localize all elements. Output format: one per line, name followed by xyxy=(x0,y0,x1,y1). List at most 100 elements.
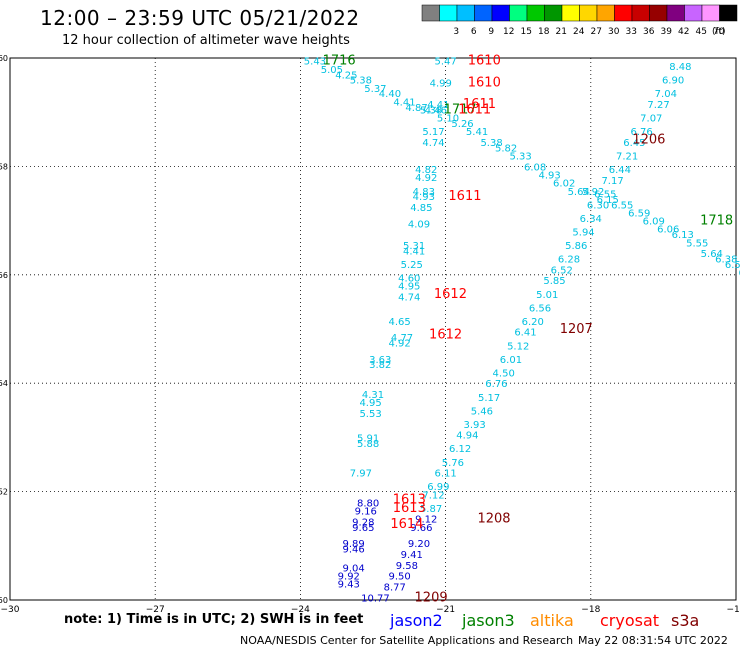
y-tick-label: 54 xyxy=(0,379,8,388)
wave-height-reading: 5.82 xyxy=(495,143,517,154)
wave-height-reading: 4.95 xyxy=(398,282,420,293)
wave-height-reading: 4.74 xyxy=(398,292,420,303)
wave-height-reading: 9.28 xyxy=(352,517,374,528)
wave-height-reading: 6.59 xyxy=(628,208,650,219)
legend-bin-label: 39 xyxy=(661,27,673,37)
wave-height-reading: 4.65 xyxy=(388,317,410,328)
wave-height-reading: 5.10 xyxy=(437,114,459,125)
x-tick-label: −24 xyxy=(291,605,310,615)
legend-bin-label: 18 xyxy=(538,27,550,37)
wave-height-reading: 9.65 xyxy=(352,523,374,534)
legend-bin-label: 12 xyxy=(503,27,514,37)
wave-height-reading: 6.11 xyxy=(434,469,456,480)
pass-time-label: 1612 xyxy=(434,287,467,302)
y-tick-label: 50 xyxy=(0,596,8,605)
legend-bin-label: 24 xyxy=(573,27,585,37)
wave-height-reading: 4.60 xyxy=(398,274,420,285)
wave-height-reading: 5.12 xyxy=(507,341,529,352)
wave-height-reading: 4.41 xyxy=(403,246,425,257)
wave-height-reading: 5.86 xyxy=(565,241,587,252)
plot-area: −30−27−24−21−18−155052545658605.435.054.… xyxy=(0,54,740,615)
wave-height-reading: 4.95 xyxy=(359,398,381,409)
legend-altika: altika xyxy=(530,611,574,630)
wave-height-reading: 6. xyxy=(738,268,740,279)
wave-height-reading: 7.12 xyxy=(422,490,444,501)
credit-text: NOAA/NESDIS Center for Satellite Applica… xyxy=(240,634,574,647)
legend-swatch xyxy=(719,4,738,22)
y-tick-label: 58 xyxy=(0,162,8,171)
x-tick-label: −30 xyxy=(1,605,20,615)
wave-height-reading: 5.94 xyxy=(572,227,594,238)
wave-height-reading: 5.64 xyxy=(568,187,590,198)
map-subtitle: 12 hour collection of altimeter wave hei… xyxy=(62,33,350,48)
wave-height-reading: 6.08 xyxy=(524,162,546,173)
pass-time-label: 1611 xyxy=(463,97,496,112)
wave-height-reading: 3.82 xyxy=(369,360,391,371)
wave-height-reading: 6.15 xyxy=(597,195,619,206)
pass-time-label: 1613 xyxy=(393,493,426,508)
wave-height-reading: 6.55 xyxy=(611,200,633,211)
wave-height-reading: 5.64 xyxy=(701,249,723,260)
legend-bin-label: 3 xyxy=(453,27,459,37)
legend-bin-label: 27 xyxy=(591,27,602,37)
y-tick-label: 52 xyxy=(0,488,8,497)
wave-height-reading: 4.85 xyxy=(410,203,432,214)
wave-height-reading: 9.16 xyxy=(355,507,377,518)
pass-time-label: 1206 xyxy=(632,132,665,147)
wave-height-reading: 7.07 xyxy=(640,114,662,125)
legend-bin-label: 42 xyxy=(678,27,689,37)
wave-height-reading: 4.40 xyxy=(379,89,401,100)
wave-height-reading: 5.55 xyxy=(686,238,708,249)
wave-height-reading: 3.63 xyxy=(369,355,391,366)
pass-time-label: 1716 xyxy=(323,54,356,69)
wave-height-reading: 4.83 xyxy=(413,187,435,198)
plot-frame xyxy=(9,57,737,601)
wave-height-reading: 6.58 xyxy=(725,260,740,271)
pass-time-label: 1208 xyxy=(477,512,510,527)
wave-height-reading: 4.77 xyxy=(391,333,413,344)
wave-height-reading: 9.46 xyxy=(343,545,365,556)
wave-height-reading: 5.92 xyxy=(582,187,604,198)
wave-height-reading: 5.41 xyxy=(466,127,488,138)
wave-height-reading: 5.38 xyxy=(480,138,502,149)
wave-height-reading: 5.17 xyxy=(478,393,500,404)
wave-height-reading: 5.43 xyxy=(304,57,326,68)
wave-height-reading: 5.26 xyxy=(451,119,473,130)
wave-height-reading: 6.45 xyxy=(623,138,645,149)
wave-height-reading: 5.46 xyxy=(471,406,493,417)
wave-height-reading: 4.99 xyxy=(430,78,452,89)
wave-height-reading: 10.77 xyxy=(361,593,390,604)
wave-height-reading: 5.47 xyxy=(434,57,456,68)
wave-height-reading: 9.58 xyxy=(396,561,418,572)
wave-height-reading: 9.41 xyxy=(401,550,423,561)
pass-time-label: 1718 xyxy=(700,214,733,229)
wave-height-reading: 7.21 xyxy=(616,152,638,163)
wave-height-reading: 6.41 xyxy=(514,328,536,339)
legend-jason2: jason2 xyxy=(390,611,443,630)
wave-height-reading: 8.80 xyxy=(357,498,379,509)
pass-time-label: 1613 xyxy=(393,501,426,516)
wave-height-reading: 5.53 xyxy=(359,409,381,420)
wave-height-reading: 6.09 xyxy=(643,217,665,228)
wave-height-reading: 5.17 xyxy=(422,127,444,138)
wave-height-reading: 6.56 xyxy=(529,303,551,314)
legend-bin-label: 36 xyxy=(643,27,655,37)
wave-height-reading: 4.87 xyxy=(405,103,427,114)
wave-height-reading: 6.13 xyxy=(672,230,694,241)
legend-bin-label: 45 xyxy=(696,27,707,37)
wave-height-reading: 9.50 xyxy=(388,572,410,583)
wave-height-reading: 4.93 xyxy=(539,171,561,182)
wave-height-reading: 4.46 xyxy=(425,105,447,116)
wave-height-reading: 4.41 xyxy=(393,97,415,108)
wave-height-reading: 6.06 xyxy=(657,225,679,236)
y-tick-label: 60 xyxy=(0,54,8,63)
wave-height-reading: 6.44 xyxy=(609,165,631,176)
wave-height-reading: 4.82 xyxy=(415,165,437,176)
wave-height-reading: 9.04 xyxy=(343,563,365,574)
wave-height-reading: 6.02 xyxy=(553,179,575,190)
wave-height-reading: 4.41 xyxy=(427,100,449,111)
wave-height-reading: 5.25 xyxy=(401,260,423,271)
pass-time-label: 1717 xyxy=(444,102,477,117)
wave-height-reading: 6.28 xyxy=(558,255,580,266)
x-tick-label: −21 xyxy=(436,605,455,615)
